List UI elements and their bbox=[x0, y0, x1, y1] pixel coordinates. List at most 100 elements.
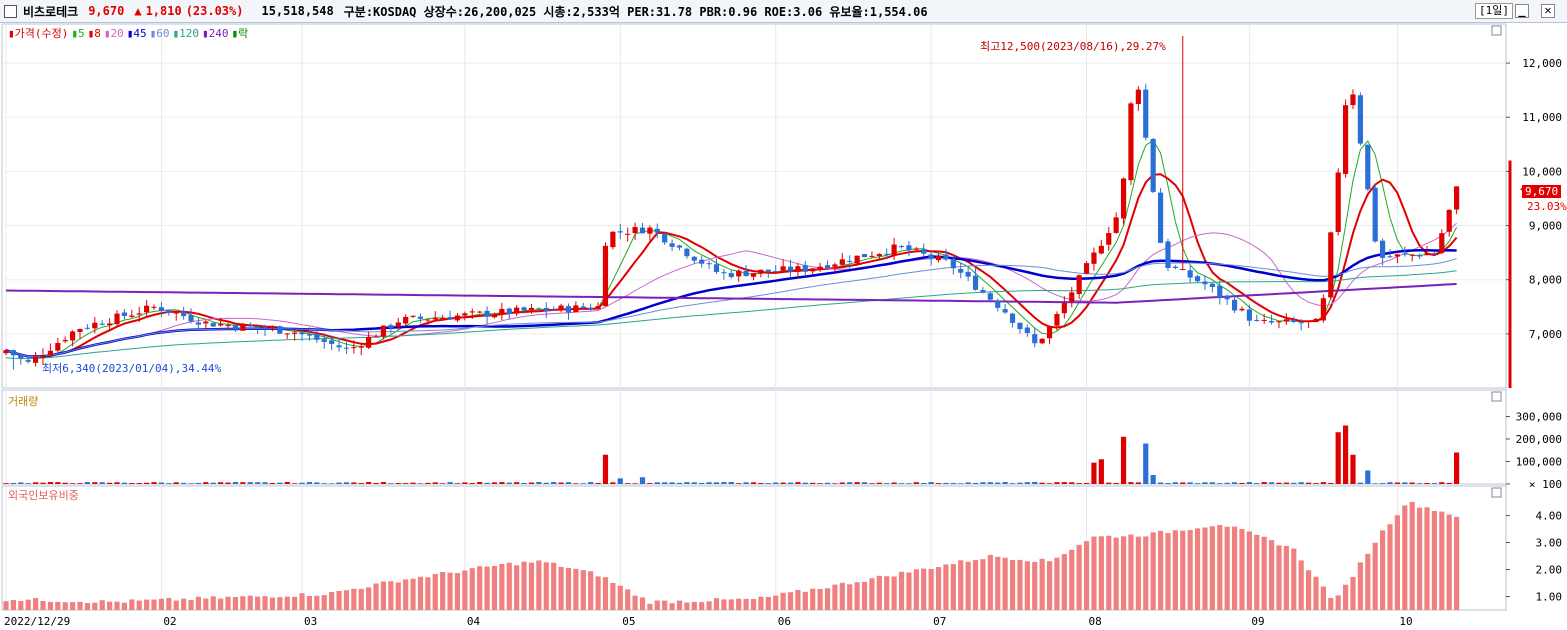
ma-line-45 bbox=[5, 249, 1457, 358]
candle-body bbox=[1239, 308, 1245, 311]
checkbox[interactable] bbox=[4, 4, 17, 18]
volume-bar bbox=[1424, 482, 1430, 484]
foreign-ratio-bar bbox=[440, 572, 446, 610]
foreign-ratio-bar bbox=[810, 588, 816, 610]
volume-bar bbox=[210, 482, 216, 484]
foreign-ratio-bar bbox=[462, 570, 468, 610]
volume-bar bbox=[1305, 482, 1312, 484]
candle-body bbox=[669, 243, 675, 247]
candle-body bbox=[240, 323, 246, 331]
candle-body bbox=[447, 317, 453, 320]
candle-body bbox=[639, 227, 646, 234]
volume-bar bbox=[506, 482, 512, 484]
foreign-ratio-bar bbox=[1276, 545, 1282, 610]
candle-body bbox=[40, 355, 46, 358]
foreign-ratio-bar bbox=[477, 566, 483, 610]
candle-body bbox=[388, 325, 394, 328]
volume-bar bbox=[565, 482, 572, 484]
ma-line-5 bbox=[5, 139, 1458, 359]
legend-item-5: ▮60 bbox=[149, 27, 170, 40]
foreign-ratio-bar bbox=[580, 570, 586, 610]
candle-body bbox=[395, 322, 401, 327]
foreign-ratio-bar bbox=[758, 596, 764, 610]
volume-bar bbox=[121, 482, 128, 484]
candle-body bbox=[1357, 95, 1363, 144]
candle-body bbox=[292, 332, 298, 334]
volume-bar bbox=[329, 483, 335, 484]
foreign-ratio-bar bbox=[166, 597, 172, 610]
candle-body bbox=[1439, 233, 1445, 253]
foreign-ratio-bar bbox=[610, 582, 616, 610]
volume-bar bbox=[314, 482, 320, 484]
x-tick-label-9: 10 bbox=[1399, 615, 1412, 628]
volume-bar bbox=[1172, 482, 1178, 484]
candle-body bbox=[18, 355, 24, 359]
candle-body bbox=[336, 345, 342, 348]
ma-line-20 bbox=[5, 222, 1457, 358]
volume-bar bbox=[854, 482, 860, 484]
volume-bar bbox=[1194, 483, 1201, 484]
candle-body bbox=[824, 265, 831, 269]
volume-bar bbox=[647, 483, 653, 484]
candle-body bbox=[277, 326, 283, 334]
fo-tick-label-0: 1.00 bbox=[1536, 591, 1563, 604]
foreign-ratio-bar bbox=[706, 601, 712, 610]
volume-bar bbox=[728, 482, 734, 484]
foreign-ratio-bar bbox=[1202, 527, 1208, 610]
close-icon[interactable]: ✕ bbox=[1541, 4, 1555, 18]
candle-body bbox=[366, 337, 372, 348]
volume-bar bbox=[528, 482, 535, 484]
panel-max-icon-2 bbox=[1491, 487, 1502, 498]
candle-body bbox=[218, 324, 224, 326]
foreign-ratio-bar bbox=[884, 576, 890, 610]
candle-body bbox=[25, 360, 31, 362]
candle-body bbox=[884, 253, 890, 255]
current-price-tag: 9,670 bbox=[1522, 185, 1562, 198]
volume-bar bbox=[3, 483, 9, 484]
volume-bar bbox=[1187, 482, 1193, 484]
foreign-ratio-bar bbox=[551, 562, 557, 610]
candle-body bbox=[1061, 303, 1067, 314]
volume-bar bbox=[669, 482, 675, 484]
volume-bar bbox=[1342, 425, 1349, 484]
foreign-ratio-bar bbox=[1017, 559, 1023, 610]
foreign-ratio-bar bbox=[1335, 595, 1341, 610]
candle-body bbox=[795, 266, 801, 272]
foreign-ratio-bar bbox=[625, 589, 631, 610]
foreign-ratio-bar bbox=[1180, 530, 1186, 610]
candle-body bbox=[1024, 327, 1030, 334]
foreign-ratio-bar bbox=[1298, 560, 1304, 610]
candle-body bbox=[958, 268, 964, 273]
candle-body bbox=[1328, 232, 1334, 298]
volume-bar bbox=[1209, 482, 1215, 484]
foreign-ratio-bar bbox=[306, 595, 313, 610]
foreign-ratio-bar bbox=[1261, 536, 1267, 610]
candle-body bbox=[1032, 334, 1038, 344]
candle-body bbox=[1305, 320, 1312, 322]
candle-body bbox=[987, 293, 993, 300]
volume-bar bbox=[1320, 482, 1326, 484]
volume-bar bbox=[218, 482, 224, 484]
volume-bar bbox=[750, 482, 757, 484]
volume-bar bbox=[1439, 482, 1445, 484]
foreign-ratio-bar bbox=[173, 600, 179, 610]
candle-body bbox=[321, 339, 327, 342]
foreign-ratio-bar bbox=[10, 600, 16, 610]
foreign-ratio-bar bbox=[1120, 536, 1127, 610]
legend-item-4: ▮45 bbox=[126, 27, 147, 40]
candle-body bbox=[869, 255, 875, 257]
chart-header: 비츠로테크 9,670 ▲ 1,810 (23.03%) 15,518,548 … bbox=[0, 0, 1567, 23]
foreign-ratio-bar bbox=[602, 577, 609, 610]
foreign-ratio-bar bbox=[77, 601, 83, 610]
pin-icon[interactable]: _ bbox=[1515, 4, 1529, 18]
candle-body bbox=[181, 311, 187, 317]
volume-bar bbox=[1417, 483, 1423, 484]
foreign-ratio-bar bbox=[972, 560, 979, 610]
period-button[interactable]: [1일] bbox=[1475, 3, 1513, 19]
foreign-ratio-bar bbox=[151, 599, 157, 610]
volume-bar bbox=[195, 482, 202, 484]
candle-body bbox=[647, 227, 653, 234]
foreign-ratio-bar bbox=[1135, 536, 1141, 610]
candle-body bbox=[166, 309, 172, 313]
foreign-ratio-bar bbox=[144, 599, 150, 610]
